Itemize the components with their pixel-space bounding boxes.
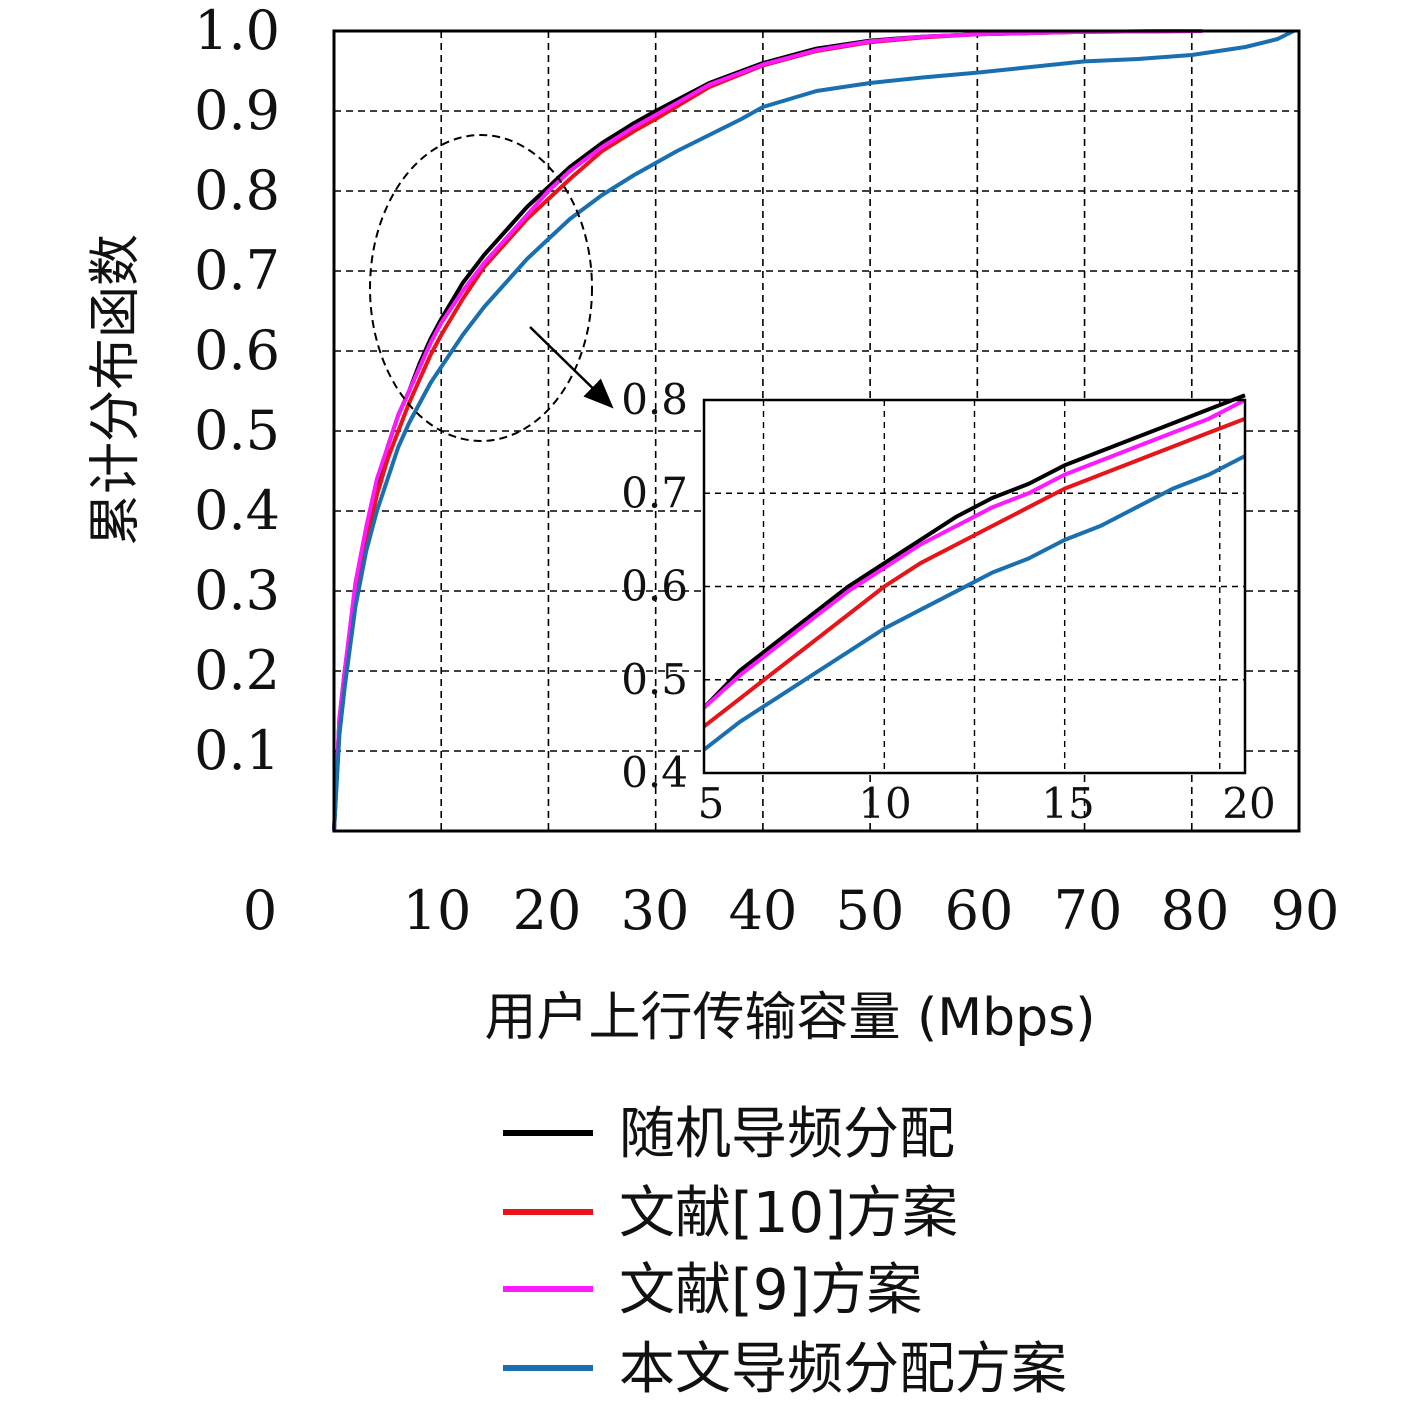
inset-x-tick-label: 20 [1222, 779, 1275, 828]
inset-series-line-0 [702, 393, 1246, 710]
main-x-tick-label: 60 [945, 879, 1014, 942]
inset-plot-frame [702, 398, 1247, 775]
zoom-region-ellipse [369, 134, 593, 442]
main-x-tick-label: 70 [1054, 879, 1123, 942]
main-series-group [332, 29, 1295, 832]
main-y-tick-label: 0.5 [194, 399, 280, 462]
inset-y-tick-label: 0.4 [621, 748, 688, 797]
main-y-tick-label: 0.9 [194, 79, 280, 142]
inset-x-tick-labels: 5 10 15 20 [698, 779, 1276, 828]
inset-x-tick-label: 15 [1041, 779, 1094, 828]
main-x-tick-label: 30 [621, 879, 690, 942]
main-y-tick-label: 0.1 [194, 719, 280, 782]
main-x-tick-label: 20 [513, 879, 582, 942]
main-x-tick-label: 90 [1271, 879, 1340, 942]
main-x-tick-label: 40 [729, 879, 798, 942]
main-y-tick-label: 1.0 [194, 0, 280, 62]
main-series-line-2 [332, 29, 1203, 832]
main-y-tick-labels: 0.1 0.2 0.3 0.4 0.5 0.6 0.7 0.8 0.9 1.0 [194, 0, 280, 782]
main-y-tick-label: 0.3 [194, 559, 280, 622]
main-x-tick-label: 10 [403, 879, 472, 942]
zoom-arrow [529, 326, 614, 409]
main-plot-frame [332, 29, 1301, 833]
main-y-tick-label: 0.6 [194, 319, 280, 382]
main-x-tick-label: 80 [1161, 879, 1230, 942]
main-y-tick-label: 0.7 [194, 239, 280, 302]
inset-x-tick-label: 10 [858, 779, 911, 828]
inset-series-line-3 [702, 454, 1246, 752]
main-y-tick-label: 0.4 [194, 479, 280, 542]
inset-y-tick-label: 0.6 [621, 562, 688, 611]
legend-label: 文献[9]方案 [619, 1258, 922, 1323]
inset-y-tick-label: 0.5 [621, 655, 688, 704]
inset-y-tick-label: 0.7 [621, 468, 688, 517]
inset-series-line-1 [702, 416, 1246, 728]
inset-y-tick-labels: 0.4 0.5 0.6 0.7 0.8 [621, 375, 688, 797]
main-y-tick-label: 0.8 [194, 159, 280, 222]
main-x-tick-label: 50 [836, 879, 905, 942]
main-y-tick-label: 0.2 [194, 639, 280, 702]
inset-x-tick-label: 5 [698, 779, 725, 828]
legend-label: 文献[10]方案 [619, 1181, 958, 1246]
inset-grid [704, 400, 1245, 773]
y-axis-label: 累计分布函数 [86, 234, 146, 546]
inset-y-tick-label: 0.8 [621, 375, 688, 424]
legend-label: 随机导频分配 [619, 1102, 955, 1167]
main-series-line-3 [332, 29, 1295, 832]
inset-series-group [702, 393, 1246, 752]
main-x-tick-labels: 0 10 20 30 40 50 60 70 80 90 [243, 879, 1340, 942]
inset-series-line-2 [702, 398, 1246, 710]
legend-label: 本文导频分配方案 [619, 1337, 1067, 1402]
x-axis-label: 用户上行传输容量 (Mbps) [484, 988, 1095, 1048]
main-x-tick-label: 0 [243, 879, 277, 942]
